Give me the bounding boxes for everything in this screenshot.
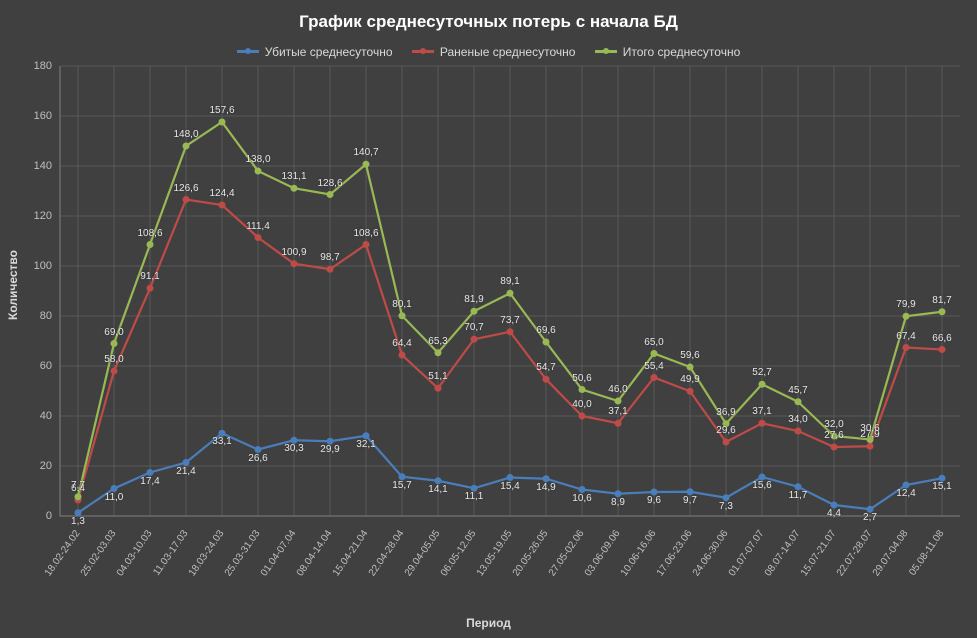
data-label: 80,1 xyxy=(392,299,411,310)
data-label: 4,4 xyxy=(827,508,841,519)
data-label: 124,4 xyxy=(209,188,234,199)
data-label: 21,4 xyxy=(176,466,195,477)
y-tick-label: 80 xyxy=(22,310,52,322)
data-label: 51,1 xyxy=(428,371,447,382)
data-label: 15,7 xyxy=(392,480,411,491)
y-tick-label: 160 xyxy=(22,110,52,122)
data-label: 9,7 xyxy=(683,495,697,506)
data-label: 11,7 xyxy=(789,490,808,501)
data-label: 2,7 xyxy=(863,512,877,523)
data-label: 58,0 xyxy=(104,354,123,365)
y-tick-label: 100 xyxy=(22,260,52,272)
data-label: 15,6 xyxy=(752,480,771,491)
data-label: 7,7 xyxy=(71,480,85,491)
data-label: 108,6 xyxy=(353,228,378,239)
data-label: 29,6 xyxy=(716,425,735,436)
data-label: 1,3 xyxy=(71,516,85,527)
data-label: 55,4 xyxy=(644,361,663,372)
legend-swatch-killed xyxy=(237,50,259,53)
data-label: 65,0 xyxy=(644,337,663,348)
data-label: 54,7 xyxy=(536,362,555,373)
data-label: 14,1 xyxy=(428,484,447,495)
data-label: 59,6 xyxy=(680,350,699,361)
data-label: 100,9 xyxy=(281,247,306,258)
data-label: 14,9 xyxy=(536,482,555,493)
data-label: 66,6 xyxy=(932,333,951,344)
data-label: 40,0 xyxy=(572,399,591,410)
data-label: 37,1 xyxy=(608,406,627,417)
data-label: 67,4 xyxy=(896,331,915,342)
data-label: 138,0 xyxy=(245,154,270,165)
legend-label-wounded: Раненые среднесуточно xyxy=(440,45,576,59)
y-tick-label: 20 xyxy=(22,460,52,472)
data-label: 128,6 xyxy=(317,178,342,189)
data-label: 37,1 xyxy=(752,406,771,417)
y-tick-label: 40 xyxy=(22,410,52,422)
data-label: 30,3 xyxy=(284,443,303,454)
data-label: 9,6 xyxy=(647,495,661,506)
y-tick-label: 60 xyxy=(22,360,52,372)
data-label: 111,4 xyxy=(246,221,270,232)
data-label: 12,4 xyxy=(896,488,915,499)
y-axis-title: Количество xyxy=(6,250,20,320)
data-label: 33,1 xyxy=(212,436,231,447)
y-tick-label: 140 xyxy=(22,160,52,172)
data-label: 69,0 xyxy=(104,327,123,338)
data-label: 27,6 xyxy=(824,430,843,441)
data-label: 126,6 xyxy=(173,183,198,194)
data-label: 89,1 xyxy=(500,276,519,287)
x-axis-title: Период xyxy=(0,616,977,630)
data-label: 34,0 xyxy=(788,414,807,425)
data-label: 15,4 xyxy=(500,481,519,492)
data-label: 81,9 xyxy=(464,294,483,305)
legend-item-wounded: Раненые среднесуточно xyxy=(412,45,576,59)
data-label: 70,7 xyxy=(464,322,483,333)
data-label: 32,0 xyxy=(824,419,843,430)
data-label: 98,7 xyxy=(320,252,339,263)
data-label: 17,4 xyxy=(140,476,159,487)
data-label: 26,6 xyxy=(248,453,267,464)
data-label: 52,7 xyxy=(752,367,771,378)
y-tick-label: 180 xyxy=(22,60,52,72)
data-label: 46,0 xyxy=(608,384,627,395)
data-label: 131,1 xyxy=(281,171,306,182)
legend-item-total: Итого среднесуточно xyxy=(595,45,741,59)
y-tick-label: 0 xyxy=(22,510,52,522)
data-label: 148,0 xyxy=(173,129,198,140)
data-label: 73,7 xyxy=(500,315,519,326)
chart-title: График среднесуточных потерь с начала БД xyxy=(0,12,977,32)
legend: Убитые среднесуточно Раненые среднесуточ… xyxy=(0,42,977,59)
data-label: 7,3 xyxy=(719,501,733,512)
data-label: 11,1 xyxy=(465,491,484,502)
data-label: 45,7 xyxy=(788,385,807,396)
legend-swatch-total xyxy=(595,50,617,53)
data-label: 11,0 xyxy=(105,492,124,503)
y-tick-label: 120 xyxy=(22,210,52,222)
data-label: 36,9 xyxy=(716,407,735,418)
data-label: 50,6 xyxy=(572,373,591,384)
legend-item-killed: Убитые среднесуточно xyxy=(237,45,393,59)
data-label: 140,7 xyxy=(353,147,378,158)
legend-swatch-wounded xyxy=(412,50,434,53)
data-label: 30,6 xyxy=(860,423,879,434)
plot-area: 02040608010012014016018018.02-24.0225.02… xyxy=(60,66,960,516)
legend-label-total: Итого среднесуточно xyxy=(623,45,741,59)
data-label: 81,7 xyxy=(932,295,951,306)
legend-label-killed: Убитые среднесуточно xyxy=(265,45,393,59)
data-label: 91,1 xyxy=(140,271,159,282)
data-label: 32,1 xyxy=(356,439,375,450)
data-label: 49,9 xyxy=(680,374,699,385)
data-label: 108,6 xyxy=(137,228,162,239)
chart-container: График среднесуточных потерь с начала БД… xyxy=(0,0,977,638)
data-label: 65,3 xyxy=(428,336,447,347)
data-label: 8,9 xyxy=(611,497,625,508)
data-label: 69,6 xyxy=(536,325,555,336)
data-label: 157,6 xyxy=(209,105,234,116)
data-label: 79,9 xyxy=(896,299,915,310)
data-label: 64,4 xyxy=(392,338,411,349)
data-label: 29,9 xyxy=(320,444,339,455)
data-label: 10,6 xyxy=(572,493,591,504)
data-label: 15,1 xyxy=(932,481,951,492)
